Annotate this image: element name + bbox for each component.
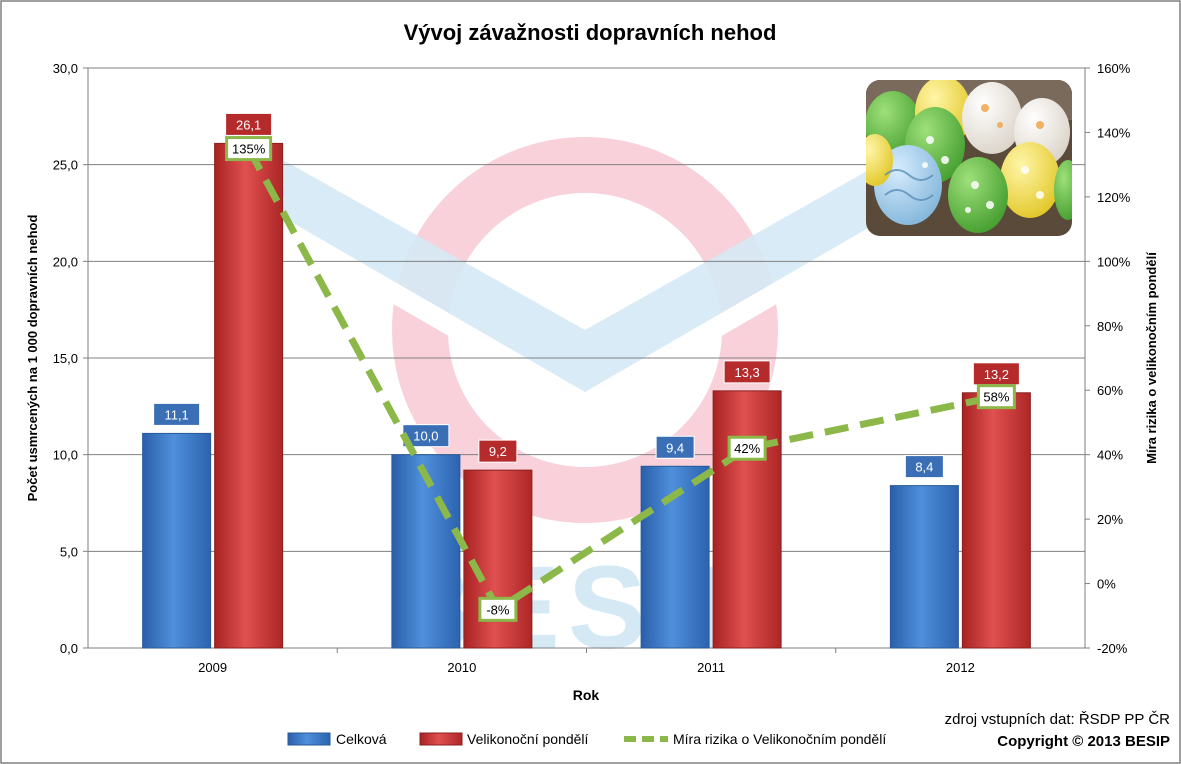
risk-label-box	[225, 136, 273, 162]
y2-tick-label: 20%	[1097, 512, 1123, 527]
legend-item-celkova: Celková	[287, 731, 387, 747]
risk-line-series	[245, 146, 998, 615]
y2-tick-label: 140%	[1097, 125, 1131, 140]
y-tick-label: 30,0	[53, 61, 78, 76]
y2-axis-title: Míra rizika o velikonočním pondělí	[1144, 252, 1159, 464]
legend-label: Míra rizika o Velikonočním pondělí	[673, 731, 886, 747]
bar-data-label: 13,2	[984, 367, 1009, 382]
bar-label-box	[225, 112, 273, 136]
x-axis-title: Rok	[573, 687, 600, 703]
y-tick-label: 25,0	[53, 158, 78, 173]
y-tick-label: 15,0	[53, 351, 78, 366]
x-tick-label: 2010	[447, 660, 476, 675]
bar-label-box	[655, 435, 695, 459]
risk-label-box	[478, 596, 518, 622]
bar-label-box	[153, 402, 201, 426]
legend: Celková Velikonoční pondělí Míra rizika …	[287, 731, 886, 747]
copyright-note: Copyright © 2013 BESIP	[997, 733, 1170, 750]
y-tick-label: 10,0	[53, 448, 78, 463]
y2-tick-label: -20%	[1097, 641, 1128, 656]
bar	[391, 454, 461, 649]
y-tick-label: 20,0	[53, 254, 78, 269]
risk-label-box	[727, 435, 767, 461]
bar-data-label: 9,4	[666, 440, 684, 455]
y2-tick-label: 0%	[1097, 577, 1116, 592]
x-tick-label: 2011	[697, 660, 725, 675]
bar-data-label: 11,1	[164, 407, 188, 422]
bar	[142, 432, 212, 649]
left-axis-ticks: 0,0 5,0 10,0 15,0 20,0 25,0 30,0	[53, 61, 88, 656]
y2-tick-label: 160%	[1097, 61, 1131, 76]
easter-eggs-photo	[866, 80, 1072, 236]
bar	[961, 392, 1031, 649]
bar-label-box	[904, 455, 944, 479]
y2-tick-label: 40%	[1097, 448, 1123, 463]
bar-data-label: 26,1	[236, 117, 261, 132]
y-tick-label: 5,0	[60, 544, 78, 559]
x-tick-label: 2012	[946, 660, 975, 675]
x-axis-ticks: 2009 2010 2011 2012	[198, 648, 975, 675]
y2-tick-label: 100%	[1097, 254, 1131, 269]
risk-label-box	[976, 384, 1016, 410]
bar-data-label: 8,4	[915, 460, 933, 475]
bar-label-box	[478, 439, 518, 463]
bar	[889, 485, 959, 649]
bar-data-label: 13,3	[734, 365, 759, 380]
legend-label: Velikonoční pondělí	[467, 731, 589, 747]
bar	[214, 142, 284, 649]
bar-data-labels: 11,1 10,0 9,4 8,4 26,1 9,2 13,3 13,2	[153, 112, 1020, 479]
source-note: zdroj vstupních dat: ŘSDP PP ČR	[945, 711, 1171, 728]
legend-swatch-red	[419, 732, 463, 746]
y2-tick-label: 120%	[1097, 190, 1131, 205]
risk-line	[245, 146, 998, 615]
risk-data-label: 58%	[983, 390, 1009, 405]
risk-data-label: 135%	[232, 142, 266, 157]
legend-item-velikonocni: Velikonoční pondělí	[419, 731, 589, 747]
risk-data-label: 42%	[734, 441, 760, 456]
right-axis-ticks: -20% 0% 20% 40% 60% 80% 100% 120% 140% 160%	[1085, 61, 1131, 656]
bar-data-label: 9,2	[489, 444, 507, 459]
chart-title: Vývoj závažnosti dopravních nehod	[404, 20, 777, 45]
bars	[142, 142, 1031, 649]
y-tick-label: 0,0	[60, 641, 78, 656]
y-axis-title: Počet usmrcených na 1 000 dopravních neh…	[25, 215, 40, 502]
x-tick-label: 2009	[198, 660, 227, 675]
bar-data-label: 10,0	[413, 429, 438, 444]
legend-swatch-blue	[287, 732, 331, 746]
y2-tick-label: 80%	[1097, 319, 1123, 334]
legend-item-mira-rizika: Míra rizika o Velikonočním pondělí	[624, 731, 886, 747]
y2-tick-label: 60%	[1097, 383, 1123, 398]
legend-label: Celková	[336, 731, 387, 747]
risk-data-label: -8%	[486, 602, 510, 617]
bar-label-box	[723, 360, 771, 384]
bar	[712, 390, 782, 649]
risk-line-labels: 135% -8% 42% 58%	[225, 136, 1016, 622]
